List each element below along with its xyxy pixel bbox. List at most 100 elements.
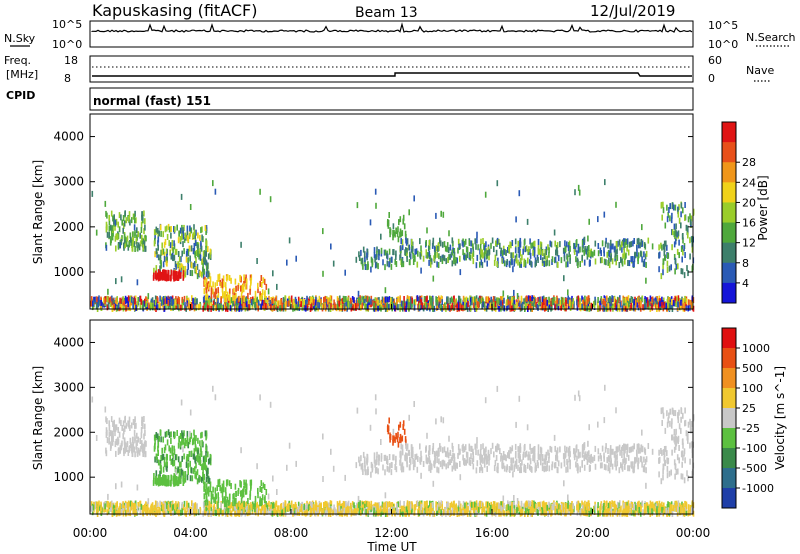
velocity-cell: [317, 510, 319, 517]
power-cell: [564, 303, 567, 309]
power-cell: [533, 251, 536, 258]
power-cell: [379, 300, 382, 307]
velocity-cell: [111, 500, 113, 507]
power-cell: [386, 220, 389, 227]
power-cell: [272, 270, 274, 277]
power-cell: [691, 302, 694, 309]
velocity-cell: [132, 507, 134, 514]
power-cell: [521, 303, 524, 310]
power-cell: [548, 302, 551, 309]
power-cell: [537, 239, 540, 245]
power-cell: [159, 270, 162, 277]
power-cell: [152, 303, 154, 310]
power-cell: [401, 239, 404, 246]
power-cell: [420, 250, 423, 257]
velocity-cell: [425, 501, 428, 508]
power-cell: [392, 223, 395, 230]
power-cell: [254, 295, 256, 302]
power-cell: [199, 254, 202, 261]
velocity-cell: [337, 508, 339, 515]
power-cell: [408, 259, 411, 266]
velocity-cell: [186, 505, 189, 512]
power-cell: [188, 245, 191, 252]
power-cell: [560, 304, 562, 311]
velocity-cell: [368, 501, 371, 508]
power-cell: [660, 242, 662, 249]
power-cell: [666, 260, 669, 267]
velocity-cell: [379, 505, 382, 512]
power-cell: [142, 304, 144, 311]
power-cell: [401, 244, 404, 251]
velocity-cell: [585, 504, 588, 511]
power-cell: [179, 264, 181, 271]
power-cell: [500, 300, 502, 307]
power-cell: [453, 248, 456, 254]
velocity-cell: [229, 510, 232, 517]
power-cell: [667, 253, 669, 259]
power-cell: [506, 299, 508, 306]
power-cell: [130, 240, 133, 246]
power-cell: [100, 296, 102, 303]
velocity-cell: [249, 505, 251, 512]
power-cell: [581, 299, 584, 306]
power-cell: [332, 304, 334, 311]
power-cell: [204, 294, 207, 301]
power-cell: [205, 229, 207, 235]
velocity-cell: [191, 509, 193, 516]
power-cell: [557, 304, 560, 311]
power-cell: [361, 257, 364, 264]
power-cell: [514, 255, 517, 262]
velocity-cell: [356, 502, 358, 509]
power-cell: [108, 225, 111, 232]
velocity-cell: [273, 509, 276, 516]
power-cell: [687, 216, 690, 223]
power-cell: [453, 254, 455, 261]
power-cell: [630, 302, 632, 309]
power-cell: [678, 217, 681, 224]
power-cell: [659, 300, 661, 307]
power-cell: [523, 258, 526, 265]
power-cell: [429, 261, 432, 268]
power-cell: [318, 302, 320, 309]
power-panel-frame: [89, 113, 694, 310]
velocity-cell: [637, 501, 639, 508]
power-cell: [509, 300, 511, 307]
power-cell: [245, 278, 248, 285]
power-cell: [376, 253, 378, 260]
velocity-cell: [135, 510, 137, 516]
power-cell: [680, 299, 682, 306]
velocity-cell: [389, 508, 391, 515]
power-cell: [237, 284, 239, 291]
power-cell: [675, 223, 677, 230]
velocity-cell: [414, 504, 417, 511]
velocity-cell: [418, 507, 421, 514]
velocity-cell: [543, 509, 545, 516]
velocity-cell: [304, 505, 307, 511]
power-cell: [157, 269, 160, 276]
power-cell: [364, 298, 366, 305]
velocity-cell: [579, 503, 581, 510]
power-cell: [610, 243, 613, 250]
power-cell: [288, 237, 291, 244]
velocity-cell: [563, 508, 566, 515]
power-cell: [366, 252, 368, 259]
power-cell: [373, 252, 376, 259]
power-cell: [289, 299, 291, 306]
power-cell: [667, 297, 670, 303]
power-cell: [615, 304, 618, 311]
power-cell: [402, 261, 405, 268]
velocity-cell: [265, 508, 268, 515]
power-cell: [249, 285, 252, 292]
power-cell: [201, 226, 203, 233]
power-cell: [506, 304, 508, 311]
power-cell: [476, 254, 479, 261]
velocity-cell: [300, 506, 302, 513]
power-cell: [409, 303, 412, 310]
power-cell: [490, 242, 492, 249]
power-cell: [419, 296, 422, 302]
power-cell: [106, 212, 108, 219]
velocity-cell: [540, 509, 542, 516]
power-cell: [612, 243, 614, 250]
power-cell: [163, 269, 166, 276]
power-cell: [181, 224, 183, 231]
